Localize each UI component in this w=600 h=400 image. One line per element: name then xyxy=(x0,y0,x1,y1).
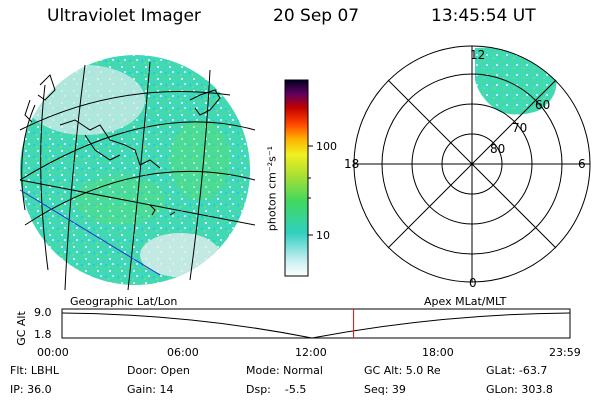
colorbar-tick-100: 100 xyxy=(316,140,337,153)
lat-80: 80 xyxy=(490,142,506,156)
time-label: 13:45:54 UT xyxy=(431,6,536,26)
altitude-curve xyxy=(61,312,571,339)
mlt-0: 0 xyxy=(469,276,477,290)
altitude-timeline xyxy=(61,308,571,339)
geo-label: Geographic Lat/Lon xyxy=(70,295,178,308)
gc-alt-axis-title: GC Alt xyxy=(14,311,28,346)
gain-info: Gain: 14 xyxy=(127,383,174,396)
instrument-title: Ultraviolet Imager xyxy=(47,6,201,26)
x-tick-0000: 00:00 xyxy=(37,346,69,359)
x-tick-0600: 06:00 xyxy=(167,346,199,359)
filter-info: Flt: LBHL xyxy=(10,364,59,377)
timeline-frame xyxy=(61,308,571,339)
colorbar-label: photon cm⁻²s⁻¹ xyxy=(265,145,279,232)
date-label: 20 Sep 07 xyxy=(273,6,360,26)
door-info: Door: Open xyxy=(127,364,190,377)
lat-60: 60 xyxy=(535,98,551,112)
apex-label: Apex MLat/MLT xyxy=(424,295,507,308)
seq-info: Seq: 39 xyxy=(364,383,406,396)
gc-alt-info: GC Alt: 5.0 Re xyxy=(364,364,441,377)
polar-plot xyxy=(353,45,591,283)
dsp-info: Dsp: -5.5 xyxy=(246,383,307,396)
mlt-12: 12 xyxy=(470,48,486,62)
colorbar-tick-10: 10 xyxy=(316,229,330,242)
x-tick-2359: 23:59 xyxy=(549,346,581,359)
lat-70: 70 xyxy=(512,121,528,135)
y-tick-top: 9.0 xyxy=(34,306,52,319)
colorbar xyxy=(284,79,313,277)
glon-info: GLon: 303.8 xyxy=(486,383,553,396)
geographic-image xyxy=(19,55,256,290)
y-tick-bottom: 1.8 xyxy=(34,328,52,341)
glat-info: GLat: -63.7 xyxy=(486,364,548,377)
mode-info: Mode: Normal xyxy=(246,364,323,377)
mlt-18: 18 xyxy=(344,157,360,171)
mlt-6: 6 xyxy=(578,157,586,171)
x-tick-1800: 18:00 xyxy=(422,346,454,359)
ip-info: IP: 36.0 xyxy=(10,383,52,396)
x-tick-1200: 12:00 xyxy=(295,346,327,359)
